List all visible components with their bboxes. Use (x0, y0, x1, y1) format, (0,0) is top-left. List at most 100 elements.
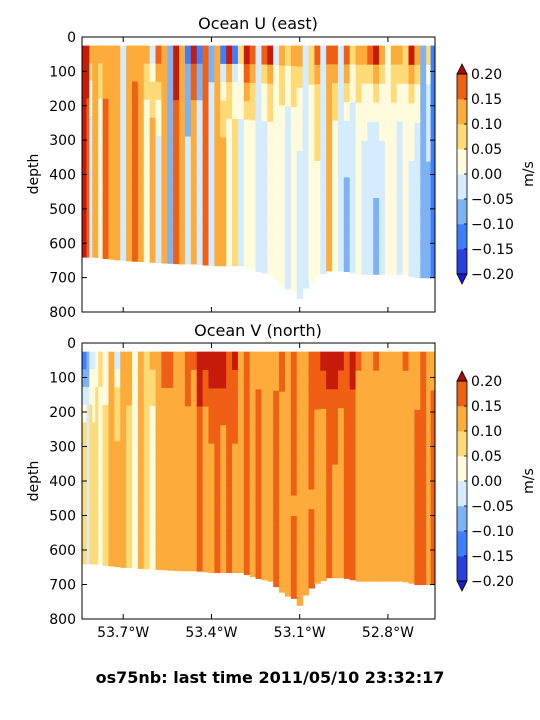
velocity-cell (184, 45, 192, 65)
velocity-cell (86, 80, 90, 100)
velocity-cell (167, 154, 174, 174)
velocity-cell (226, 462, 233, 482)
velocity-cell (108, 530, 115, 549)
velocity-cell (220, 370, 227, 390)
velocity-cell (426, 468, 432, 489)
velocity-cell (332, 464, 339, 485)
velocity-cell (430, 506, 435, 527)
velocity-cell (261, 484, 268, 505)
velocity-cell (243, 481, 251, 501)
velocity-cell (243, 537, 251, 557)
velocity-cell (273, 449, 280, 470)
velocity-cell (232, 462, 239, 482)
velocity-cell (379, 523, 386, 544)
velocity-cell (137, 171, 145, 191)
velocity-cell (143, 189, 151, 209)
velocity-cell (86, 457, 90, 476)
velocity-cell (226, 247, 233, 267)
velocity-cell (196, 516, 204, 536)
velocity-cell (296, 457, 304, 480)
velocity-cell (343, 464, 351, 485)
velocity-cell (367, 217, 374, 237)
velocity-cell (86, 440, 90, 459)
velocity-cell (267, 542, 274, 563)
velocity-cell (249, 557, 257, 578)
velocity-cell (255, 446, 263, 466)
velocity-cell (86, 493, 90, 512)
velocity-cell (290, 392, 298, 414)
velocity-cell (279, 391, 286, 413)
velocity-cell (296, 499, 304, 522)
colorbar-segment (457, 481, 467, 507)
velocity-cell (220, 406, 227, 426)
velocity-cell (89, 221, 93, 240)
velocity-cell (249, 464, 257, 484)
velocity-cell (279, 125, 286, 147)
velocity-cell (302, 227, 310, 249)
velocity-cell (384, 178, 392, 199)
velocity-cell (384, 121, 392, 142)
velocity-cell (126, 531, 133, 551)
velocity-cell (367, 466, 374, 487)
velocity-cell (155, 154, 163, 173)
velocity-cell (343, 446, 351, 466)
velocity-cell (98, 351, 104, 370)
velocity-cell (86, 404, 90, 423)
velocity-cell (296, 415, 304, 437)
velocity-cell (402, 524, 410, 544)
velocity-cell (390, 45, 398, 66)
velocity-cell (173, 388, 180, 407)
velocity-cell (290, 577, 298, 599)
velocity-cell (414, 200, 421, 221)
velocity-cell (143, 496, 151, 515)
velocity-cell (361, 351, 368, 372)
velocity-cell (95, 387, 99, 406)
velocity-cell (308, 104, 315, 125)
velocity-cell (396, 121, 404, 142)
velocity-cell (308, 351, 315, 372)
velocity-cell (273, 508, 280, 529)
velocity-cell (208, 63, 215, 83)
velocity-cell (98, 546, 104, 566)
velocity-cell (126, 242, 133, 262)
velocity-cell (98, 169, 104, 188)
velocity-cell (290, 495, 298, 517)
velocity-cell (132, 171, 139, 190)
velocity-cell (102, 405, 110, 424)
velocity-cell (232, 443, 239, 463)
velocity-cell (361, 523, 368, 544)
velocity-cell (137, 405, 145, 425)
velocity-cell (249, 251, 257, 271)
velocity-cell (402, 428, 410, 449)
velocity-cell (155, 387, 163, 407)
velocity-cell (430, 526, 435, 547)
velocity-cell (255, 177, 263, 197)
velocity-cell (214, 388, 221, 408)
velocity-cell (102, 116, 110, 135)
velocity-cell (279, 431, 286, 453)
velocity-cell (114, 63, 121, 82)
velocity-cell (296, 45, 304, 68)
velocity-cell (202, 173, 210, 193)
velocity-cell (296, 129, 304, 152)
velocity-cell (92, 510, 96, 530)
velocity-cell (167, 351, 174, 371)
velocity-cell (379, 159, 386, 180)
velocity-cell (143, 63, 151, 83)
velocity-cell (226, 554, 233, 574)
velocity-cell (95, 546, 99, 565)
velocity-cell (402, 409, 410, 429)
colorbar-under-extension (456, 273, 468, 285)
velocity-cell (349, 159, 357, 179)
velocity-cell (408, 84, 415, 104)
velocity-cell (296, 192, 304, 215)
velocity-cell (320, 178, 327, 199)
velocity-cell (155, 496, 163, 516)
velocity-cell (237, 63, 245, 83)
velocity-cell (314, 351, 321, 372)
velocity-cell (237, 406, 245, 426)
velocity-cell (92, 493, 96, 512)
velocity-cell (343, 502, 351, 523)
velocity-cell (355, 542, 363, 563)
velocity-cell (290, 45, 298, 67)
